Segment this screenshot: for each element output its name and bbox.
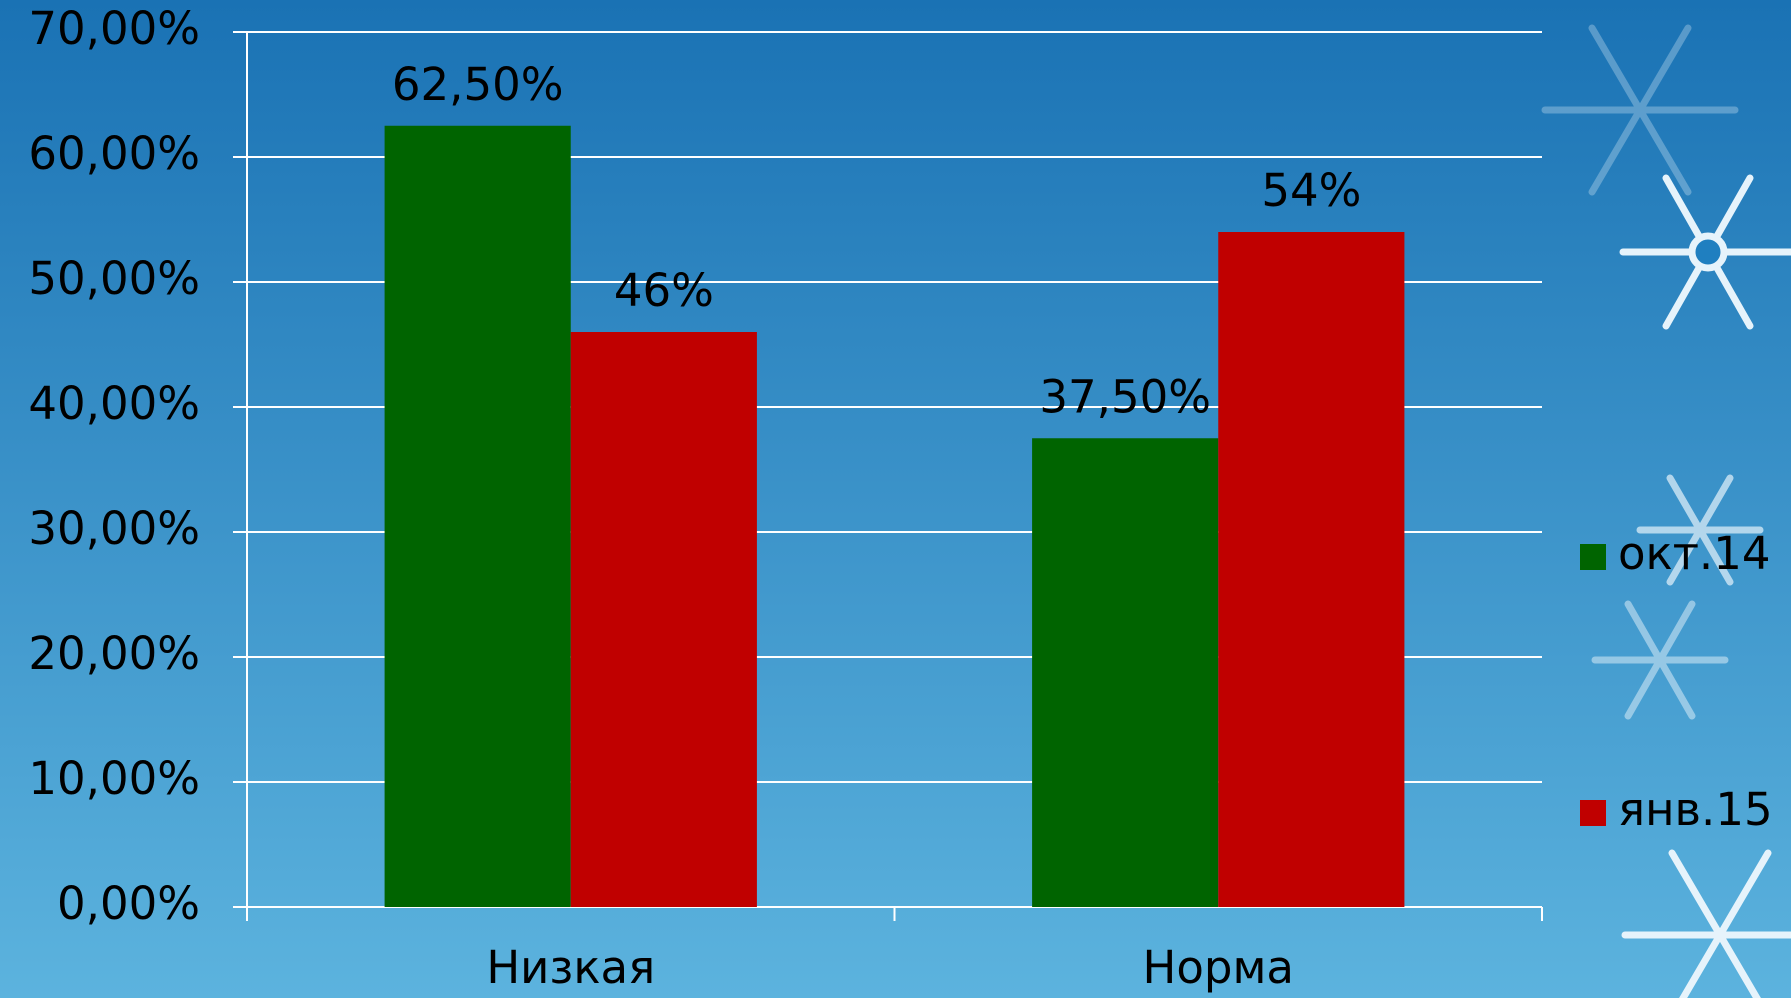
background <box>0 0 1791 998</box>
legend-label: янв.15 <box>1618 783 1773 836</box>
bar <box>571 332 757 907</box>
value-label: 62,50% <box>392 58 564 111</box>
x-tick-label: Норма <box>1143 941 1294 994</box>
y-tick-label: 60,00% <box>28 127 200 180</box>
y-tick-label: 30,00% <box>28 502 200 555</box>
x-tick-label: Низкая <box>486 941 655 994</box>
bar <box>1032 438 1218 907</box>
legend-swatch <box>1580 800 1606 826</box>
value-label: 46% <box>614 264 714 317</box>
legend-swatch <box>1580 544 1606 570</box>
value-label: 37,50% <box>1039 370 1211 423</box>
legend-label: окт.14 <box>1618 527 1771 580</box>
value-label: 54% <box>1261 164 1361 217</box>
bar <box>1218 232 1404 907</box>
y-tick-label: 10,00% <box>28 752 200 805</box>
y-tick-label: 50,00% <box>28 252 200 305</box>
chart: 0,00% 10,00% 20,00% 30,00% 40,00% 50,00% 60,00… <box>0 0 1791 998</box>
y-tick-label: 70,00% <box>28 2 200 55</box>
y-tick-label: 0,00% <box>57 877 200 930</box>
bar <box>385 126 571 907</box>
y-tick-label: 40,00% <box>28 377 200 430</box>
y-tick-label: 20,00% <box>28 627 200 680</box>
page: {"chart_data": {"type": "bar", "categori… <box>0 0 1791 998</box>
